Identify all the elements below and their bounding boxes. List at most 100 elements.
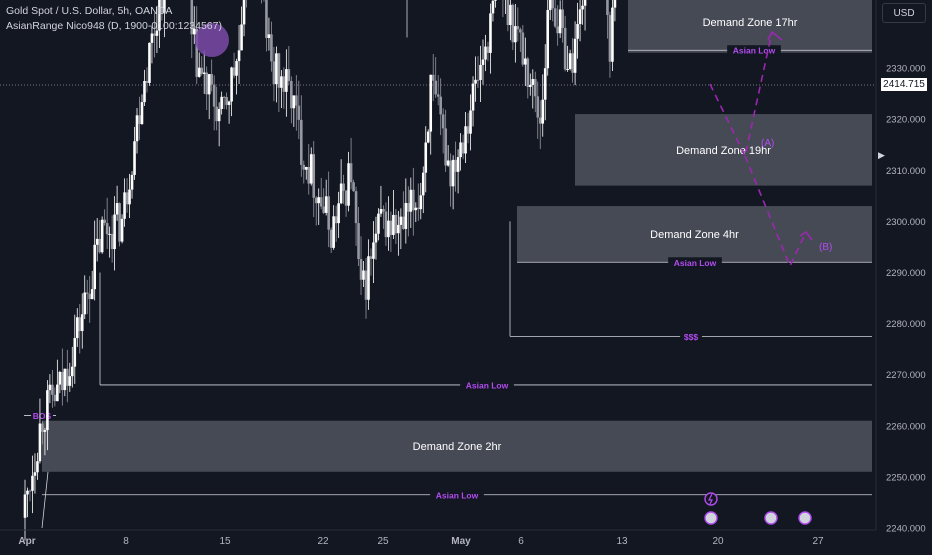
level-label: Asian Low [436,490,479,500]
candle-body [561,9,564,28]
candle-body [215,106,218,122]
candle-body [337,203,340,224]
candle-body [277,53,281,88]
candle-body [359,259,363,280]
candle-body [242,0,246,25]
candle-body [33,472,37,476]
projection-arrow-a [767,30,783,41]
level-connector [41,471,49,529]
candle-body [514,26,517,43]
candle-body [558,9,562,34]
candle-body [43,430,47,432]
demand-zone-label: Demand Zone 4hr [650,229,739,241]
candle-body [543,68,547,100]
candle-body [436,94,440,97]
event-icons [704,492,812,525]
candle-body [459,142,462,158]
candle-body [210,74,213,85]
projection-path-a [709,31,773,159]
candle-body [469,110,472,134]
level-label-bg [430,489,484,500]
candle-body [304,166,308,170]
candle-body [409,189,413,212]
candle-body [319,197,323,207]
candle-body [225,97,228,105]
level-label-bg [460,379,514,390]
lightning-icon [708,493,713,505]
candle-body [362,270,365,280]
expand-arrow-icon[interactable]: ▶ [878,150,885,160]
level-label: Asian Low [466,380,509,390]
candle-body [481,59,485,65]
demand-zone-box [628,0,872,53]
candle-body [295,95,298,106]
candle-body [367,256,370,300]
candle-body [309,154,313,184]
candle-body [613,0,617,8]
us-flag-event-icon[interactable] [704,511,718,525]
candle-body [521,32,525,65]
indicator-title: AsianRange Nico948 (D, 1900-0100:1234567… [6,20,222,32]
candle-body [23,494,27,518]
candle-body [324,196,328,213]
us-flag-event-icon[interactable] [764,511,778,525]
candle-body [297,105,301,120]
candle-body [48,384,52,391]
candle-body [377,213,380,234]
symbol-title: Gold Spot / U.S. Dollar, 5h, OANDA [6,5,173,17]
projection-label-a: (A) [761,138,774,149]
candle-body [568,53,572,69]
candle-body [46,390,49,431]
candle-body [299,119,303,165]
candle-body [265,0,268,39]
x-tick-label: 27 [812,536,824,547]
candle-body [108,233,111,235]
candle-body [93,244,96,290]
candle-body [128,189,131,205]
candle-body [85,292,89,294]
candle-body [36,461,39,473]
candle-body [421,172,425,196]
candle-body [524,58,527,65]
candle-body [538,117,542,124]
lightning-event-icon[interactable] [704,492,718,506]
x-tick-label: 13 [616,536,628,547]
y-tick-label: 2240.000 [886,524,926,535]
candle-body [200,67,204,74]
candle-body [205,72,209,95]
candle-body [148,42,151,83]
us-flag-event-icon[interactable] [798,511,812,525]
candle-body [519,29,522,33]
last-price-tag: 2414.715 [881,78,927,91]
candle-body [143,80,146,103]
candle-body [491,0,495,14]
candle-body [135,115,139,142]
candle-body [451,159,455,187]
candle-body [511,4,515,43]
candle-body [217,108,221,122]
candle-body [287,69,291,81]
candle-body [489,13,492,53]
candle-body [533,79,537,97]
candle-body [399,216,403,225]
candle-body [113,214,116,250]
candle-body [394,214,398,234]
currency-button[interactable]: USD [882,3,926,23]
candle-body [461,142,465,154]
candle-body [553,8,557,27]
candle-body [110,233,114,250]
candle-body [506,0,510,26]
ath-circle[interactable] [195,23,229,57]
candle-body [387,220,390,238]
candle-body [120,218,124,242]
candle-body [115,203,119,215]
candle-body [75,317,79,339]
candle-body [105,223,109,235]
candle-body [441,114,445,129]
candle-body [38,423,42,462]
candle-body [100,219,104,253]
y-tick-label: 2300.000 [886,217,926,228]
candle-body [454,159,457,172]
